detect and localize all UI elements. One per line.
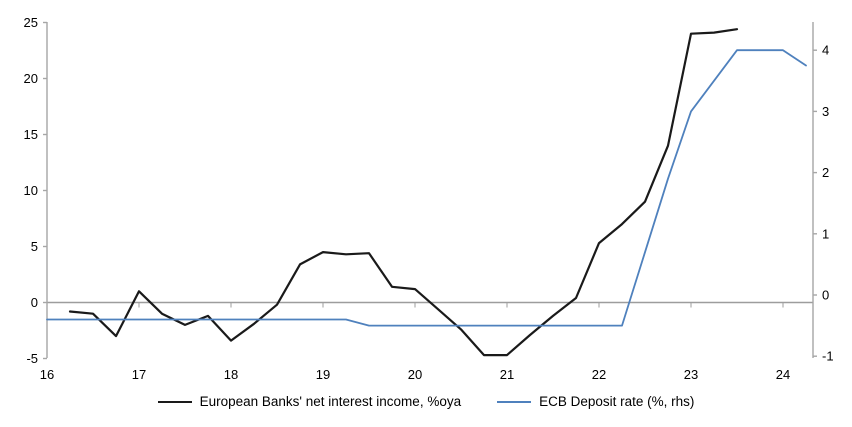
legend-item-nii: European Banks' net interest income, %oy… xyxy=(157,394,462,409)
right-axis-tick-label: 2 xyxy=(822,165,829,180)
right-axis-tick-label: 0 xyxy=(822,288,829,303)
left-axis-tick-label: 5 xyxy=(31,239,38,254)
left-axis-tick-label: 0 xyxy=(31,295,38,310)
x-axis-tick-label: 17 xyxy=(132,367,146,382)
ecb-line-swatch xyxy=(497,400,532,403)
legend-label-nii: European Banks' net interest income, %oy… xyxy=(199,394,462,409)
x-axis-tick-label: 24 xyxy=(776,367,790,382)
right-axis-tick-label: 3 xyxy=(822,104,829,119)
x-axis-tick-label: 22 xyxy=(592,367,606,382)
left-axis-tick-label: 10 xyxy=(24,183,38,198)
x-axis-tick-label: 20 xyxy=(408,367,422,382)
left-axis-tick-label: 15 xyxy=(24,127,38,142)
legend-item-ecb: ECB Deposit rate (%, rhs) xyxy=(497,394,694,409)
right-axis-tick-label: -1 xyxy=(822,349,834,364)
ecb-rate-line-series xyxy=(46,49,807,327)
nii-line-swatch xyxy=(157,400,192,403)
x-axis-tick-label: 23 xyxy=(684,367,698,382)
left-axis-tick-label: -5 xyxy=(26,351,38,366)
x-axis-tick-label: 19 xyxy=(316,367,330,382)
nii-line-series xyxy=(68,28,739,357)
right-axis-tick-label: 1 xyxy=(822,226,829,241)
chart-legend: European Banks' net interest income, %oy… xyxy=(0,394,852,409)
x-axis-tick-label: 18 xyxy=(224,367,238,382)
left-axis-tick-label: 20 xyxy=(24,71,38,86)
x-axis-tick-label: 21 xyxy=(500,367,514,382)
left-axis-tick-label: 25 xyxy=(24,15,38,30)
legend-label-ecb: ECB Deposit rate (%, rhs) xyxy=(539,394,695,409)
right-axis-tick-label: 4 xyxy=(822,43,829,58)
x-axis-tick-label: 16 xyxy=(40,367,54,382)
